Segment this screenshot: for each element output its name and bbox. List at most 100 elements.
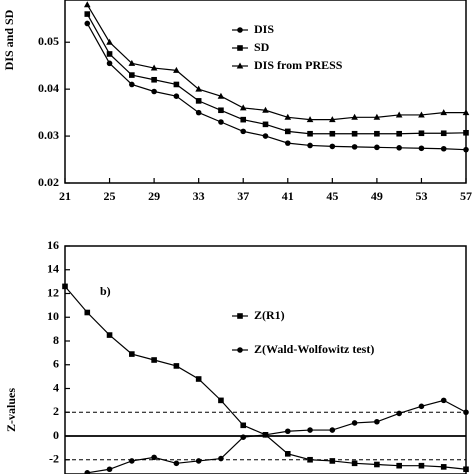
marker (84, 20, 91, 27)
x-tick-label: 29 (148, 189, 160, 203)
y-tick-label: 10 (47, 309, 59, 323)
marker (440, 464, 447, 470)
marker (395, 111, 403, 118)
marker (84, 11, 91, 17)
marker (240, 116, 247, 123)
marker (440, 109, 448, 116)
marker (396, 462, 402, 469)
marker (218, 455, 224, 462)
y-tick-label: 2 (53, 404, 59, 418)
marker (150, 64, 158, 71)
marker (262, 106, 269, 113)
legend-marker (237, 347, 243, 353)
y-tick-label: 0.03 (38, 128, 59, 142)
marker (284, 113, 292, 120)
marker (463, 129, 469, 136)
marker (418, 145, 425, 152)
marker (239, 104, 247, 111)
y-tick-label: -2 (49, 452, 59, 466)
marker (374, 130, 380, 137)
marker (351, 144, 358, 150)
marker (351, 130, 358, 137)
marker (374, 461, 380, 468)
y-axis-label: Z-values (4, 388, 18, 432)
marker (173, 81, 180, 88)
marker (84, 470, 91, 474)
marker (374, 418, 380, 425)
x-tick-label: 53 (415, 189, 427, 203)
marker (329, 116, 336, 123)
marker (329, 143, 336, 150)
marker (440, 130, 447, 137)
marker (217, 92, 225, 99)
marker (218, 397, 224, 404)
y-tick-label: 16 (47, 238, 59, 252)
marker (329, 458, 336, 464)
marker (173, 363, 180, 369)
y-tick-label: 0.05 (38, 34, 59, 48)
marker (329, 427, 336, 433)
x-tick-label: 41 (282, 189, 294, 203)
annotation: b) (100, 284, 111, 298)
marker (151, 88, 157, 95)
y-tick-label: 8 (53, 333, 59, 347)
legend-label: Z(R1) (254, 308, 285, 322)
series-layer (62, 283, 469, 474)
marker (418, 462, 425, 469)
marker (284, 428, 291, 435)
marker (218, 107, 224, 114)
marker (240, 434, 247, 440)
marker (374, 144, 380, 151)
y-tick-label: 0.02 (38, 175, 59, 189)
marker (396, 145, 402, 151)
y-tick-label: 0.04 (38, 81, 59, 95)
series-line (86, 13, 467, 135)
marker (307, 456, 313, 463)
series-line (87, 399, 467, 474)
series-line (86, 4, 466, 121)
marker (351, 460, 358, 467)
marker (284, 128, 291, 135)
marker (106, 51, 113, 57)
marker (284, 140, 291, 146)
y-tick-label: 14 (47, 262, 59, 276)
x-tick-label: 21 (59, 189, 71, 203)
marker (173, 460, 180, 467)
marker (463, 409, 469, 416)
marker (307, 142, 313, 149)
marker (396, 130, 402, 137)
marker (195, 376, 202, 382)
marker (240, 128, 247, 135)
marker (151, 76, 157, 83)
marker (129, 458, 135, 464)
marker (218, 119, 224, 125)
marker (440, 397, 447, 404)
marker (351, 420, 358, 426)
series-line (86, 23, 467, 151)
marker (418, 403, 425, 410)
marker (62, 283, 68, 290)
marker (106, 466, 113, 473)
legend-label: Z(Wald-Wolfowitz test) (254, 342, 374, 356)
marker (284, 451, 291, 457)
marker (351, 113, 358, 120)
marker (173, 66, 180, 73)
marker (195, 458, 202, 464)
marker (262, 133, 269, 139)
x-tick-label: 49 (371, 189, 383, 203)
legend-marker (237, 45, 243, 51)
legend-label: DIS (254, 22, 274, 36)
marker (128, 59, 136, 66)
x-tick-label: 33 (193, 189, 205, 203)
marker (173, 93, 180, 99)
marker (306, 116, 314, 123)
x-tick-label: 25 (104, 189, 116, 203)
marker (462, 109, 470, 116)
marker (307, 427, 313, 433)
y-axis-label: DIS and SD (2, 9, 16, 70)
marker (329, 130, 336, 137)
y-tick-label: 6 (53, 357, 59, 371)
plot-frame (64, 245, 467, 474)
marker (262, 432, 269, 438)
